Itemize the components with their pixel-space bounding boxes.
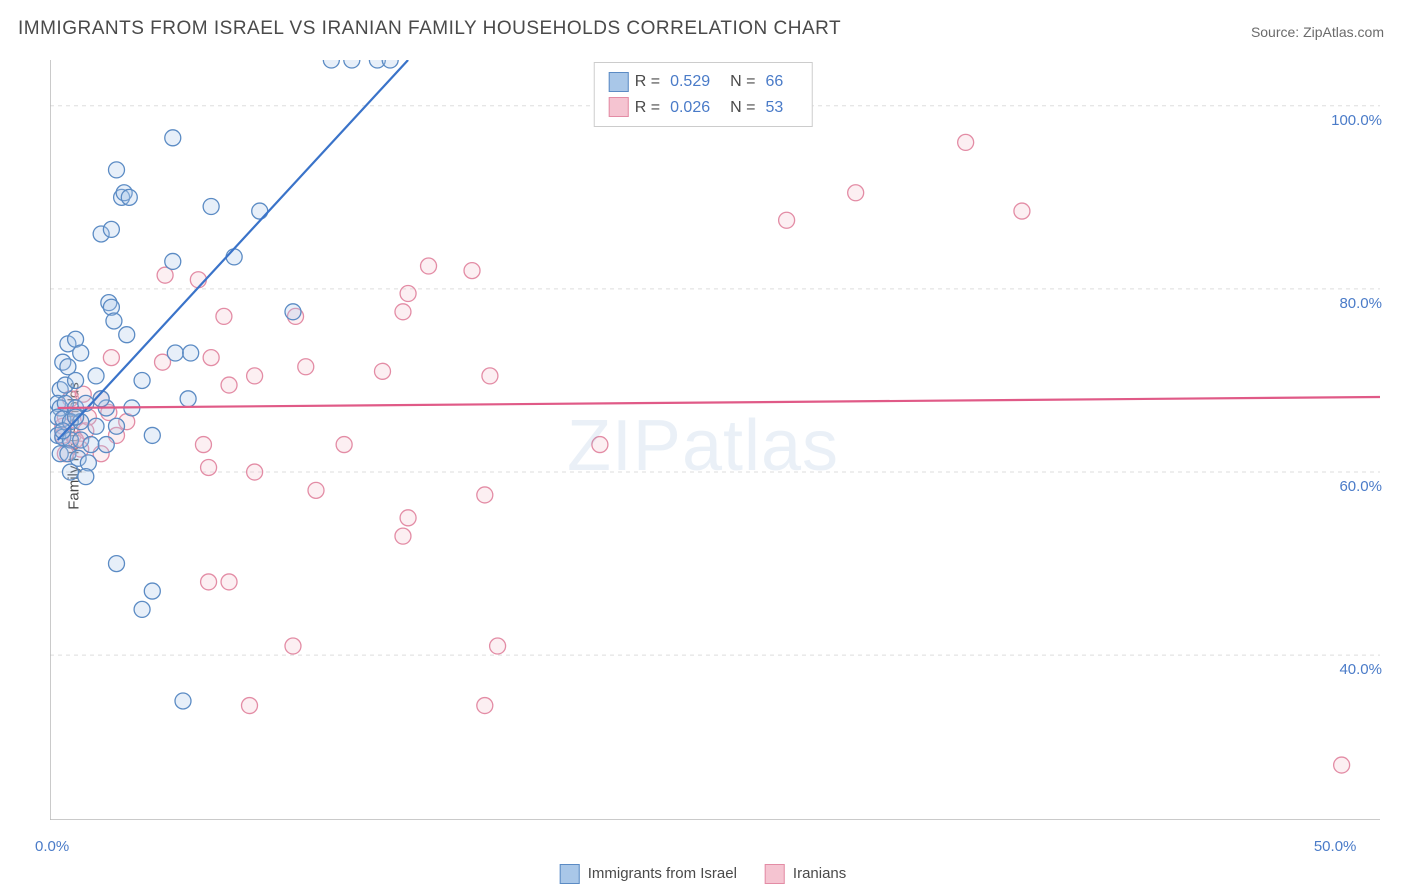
correlation-row: R =0.026N =53 (609, 95, 798, 121)
y-tick-label: 60.0% (1339, 478, 1382, 495)
x-tick-label: 50.0% (1314, 838, 1357, 855)
scatter-plot (50, 60, 1380, 820)
legend-swatch (560, 864, 580, 884)
legend-item: Iranians (765, 864, 846, 884)
x-tick-label: 0.0% (35, 838, 69, 855)
chart-title: IMMIGRANTS FROM ISRAEL VS IRANIAN FAMILY… (18, 18, 841, 40)
y-tick-label: 80.0% (1339, 295, 1382, 312)
legend-item: Immigrants from Israel (560, 864, 737, 884)
source-attribution: Source: ZipAtlas.com (1251, 24, 1384, 40)
y-tick-label: 40.0% (1339, 661, 1382, 678)
correlation-row: R =0.529N =66 (609, 69, 798, 95)
y-tick-label: 100.0% (1331, 112, 1382, 129)
correlation-legend: R =0.529N =66R =0.026N =53 (594, 62, 813, 127)
legend-swatch (765, 864, 785, 884)
series-legend: Immigrants from Israel Iranians (560, 864, 847, 884)
